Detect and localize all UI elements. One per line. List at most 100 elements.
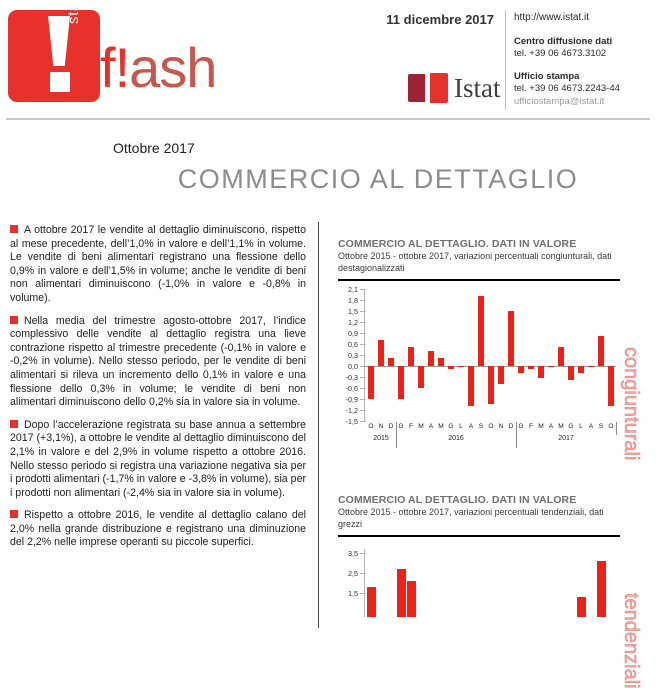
chart1-y-tick-label: 1,8: [348, 295, 358, 305]
chart2-bar: [396, 568, 406, 617]
chart1-y-tick-label: -1,5: [345, 416, 358, 426]
header-rule: [6, 118, 650, 120]
chart1-bar: [477, 295, 485, 366]
chart1-plot-wrapper: congiunturali 2,1 1,8 1,5 1,2 0,9 0,6 0,3 0,0 -0…: [338, 285, 643, 461]
chart1-x-tick-label: O: [608, 422, 614, 430]
istat-logo: Istat: [408, 72, 501, 106]
press-title: Ufficio stampa: [514, 70, 580, 82]
chart1-x-tick-label: F: [528, 422, 534, 430]
chart1-x-tick-label: A: [548, 422, 554, 430]
chart1-y-tick-label: 0,9: [348, 328, 358, 338]
chart1-bar: [417, 365, 425, 388]
cdd-title: Centro diffusione dati: [514, 35, 613, 47]
paragraph: Rispetto a ottobre 2016, le vendite al d…: [10, 509, 306, 550]
chart2-plot-wrapper: tendenziali 3,5 2,5 1,5: [338, 545, 642, 688]
chart2-side-label: tendenziali: [620, 592, 643, 688]
chart1-y-tick: [360, 299, 366, 301]
chart1-bar: [387, 358, 395, 366]
flash-letters-ash: ash: [129, 36, 217, 99]
paragraph: Dopo l’accelerazione registrata su base …: [10, 419, 306, 501]
chart1-y-tick-label: 1,2: [348, 317, 358, 327]
chart1-bar: [527, 365, 535, 370]
chart2-bar: [576, 596, 586, 617]
chart1-bar: [577, 365, 585, 373]
column-divider: [318, 222, 319, 628]
logo-square: statistiche: [8, 0, 100, 102]
contact-block: http://www.istat.it Centro diffusione da…: [514, 12, 654, 118]
chart1-y-tick-label: 0,3: [348, 350, 358, 360]
page-header: statistiche f!ash 11 dicembre 2017 Istat…: [0, 0, 656, 120]
chart1-y-tick-label: 1,5: [348, 306, 358, 316]
chart1-y-tick-label: -0,9: [345, 394, 358, 404]
chart1-bar: [457, 365, 465, 367]
chart1-x-tick-label: N: [498, 422, 504, 430]
chart2-title: COMMERCIO AL DETTAGLIO. DATI IN VALORE: [338, 494, 577, 506]
chart2-y-tick: [360, 572, 366, 574]
chart1-y-tick: [360, 354, 366, 356]
chart1-x-tick-label: L: [459, 422, 463, 430]
chart1-bar: [537, 365, 545, 379]
chart1-x-tick-label: O: [488, 422, 494, 430]
chart1-y-tick: [360, 387, 366, 389]
chart1-y-tick: [360, 332, 366, 334]
chart2-y-tick: [360, 552, 366, 554]
chart1-y-tick-label: 2,1: [348, 284, 358, 294]
chart2-subtitle: Ottobre 2015 - ottobre 2017, variazioni …: [338, 507, 604, 529]
chart1-y-tick: [360, 310, 366, 312]
chart1-x-tick-label: G: [518, 422, 524, 430]
cdd-phone: tel. +39 06 4673.3102: [514, 48, 607, 59]
chart1-y-tick: [360, 398, 366, 400]
chart1-year-separator: [396, 421, 397, 448]
paragraph-text: Nella media del trimestre agosto-ottobre…: [10, 314, 306, 409]
chart-congiunturali: COMMERCIO AL DETTAGLIO. DATI IN VALORE O…: [338, 238, 643, 461]
chart-tendenziali: COMMERCIO AL DETTAGLIO. DATI IN VALORE O…: [338, 494, 642, 688]
chart1-x-tick-label: L: [579, 422, 583, 430]
chart1-bar: [497, 365, 505, 384]
chart1-bar: [587, 365, 595, 367]
chart2-y-tick: [360, 592, 366, 594]
chart1-plot-area: 2,1 1,8 1,5 1,2 0,9 0,6 0,3 0,0 -0,3 -0,6 -0,9 -1,2…: [338, 285, 620, 448]
chart2-rule: [338, 535, 620, 537]
chart1-bar: [397, 365, 405, 399]
istat-book-left-icon: [408, 74, 425, 102]
chart1-x-tick-label: S: [478, 422, 484, 430]
square-bullet-icon: [10, 315, 18, 324]
chart1-x-tick-label: D: [388, 422, 394, 430]
press-email-link[interactable]: ufficiostampa@istat.it: [514, 95, 605, 107]
paragraph: A ottobre 2017 le vendite al dettaglio d…: [10, 224, 306, 306]
chart1-x-tick-label: F: [408, 422, 414, 430]
report-period: Ottobre 2017: [113, 140, 195, 156]
chart1-x-tick-label: A: [428, 422, 434, 430]
chart1-y-tick: [360, 420, 366, 422]
chart1-x-tick-label: M: [558, 422, 564, 430]
exclamation-stem-icon: [48, 16, 70, 66]
chart1-x-tick-label: G: [568, 422, 574, 430]
contact-press: Ufficio stampa tel. +39 06 4673.2243-44 …: [514, 71, 654, 109]
chart1-bar: [427, 350, 435, 366]
chart1-y-tick: [360, 409, 366, 411]
chart1-subtitle: Ottobre 2015 - ottobre 2017, variazioni …: [338, 251, 612, 273]
chart1-bar: [507, 310, 515, 366]
istat-website-link[interactable]: http://www.istat.it: [514, 12, 590, 23]
paragraph-text: A ottobre 2017 le vendite al dettaglio d…: [10, 224, 306, 304]
chart2-bar: [596, 560, 606, 617]
chart1-x-tick-label: A: [588, 422, 594, 430]
chart1-bar: [407, 347, 415, 366]
logo-vertical-text: statistiche: [65, 0, 83, 24]
chart1-bar: [437, 358, 445, 366]
chart1-rule: [338, 279, 620, 281]
paragraph: Nella media del trimestre agosto-ottobre…: [10, 315, 306, 410]
square-bullet-icon: [10, 510, 18, 519]
chart2-y-tick-label: 3,5: [348, 548, 358, 558]
chart1-year-label: 2016: [448, 434, 464, 442]
chart1-year-separator: [516, 421, 517, 448]
publication-date: 11 dicembre 2017: [386, 12, 494, 27]
chart1-year-separator: [616, 421, 617, 435]
chart1-y-tick: [360, 343, 366, 345]
chart1-bar: [367, 365, 375, 399]
istat-book-right-icon: [430, 73, 448, 103]
statistiche-flash-logo: statistiche f!ash: [8, 0, 233, 110]
chart1-x-tick-label: M: [418, 422, 424, 430]
chart2-y-tick-label: 2,5: [348, 568, 358, 578]
